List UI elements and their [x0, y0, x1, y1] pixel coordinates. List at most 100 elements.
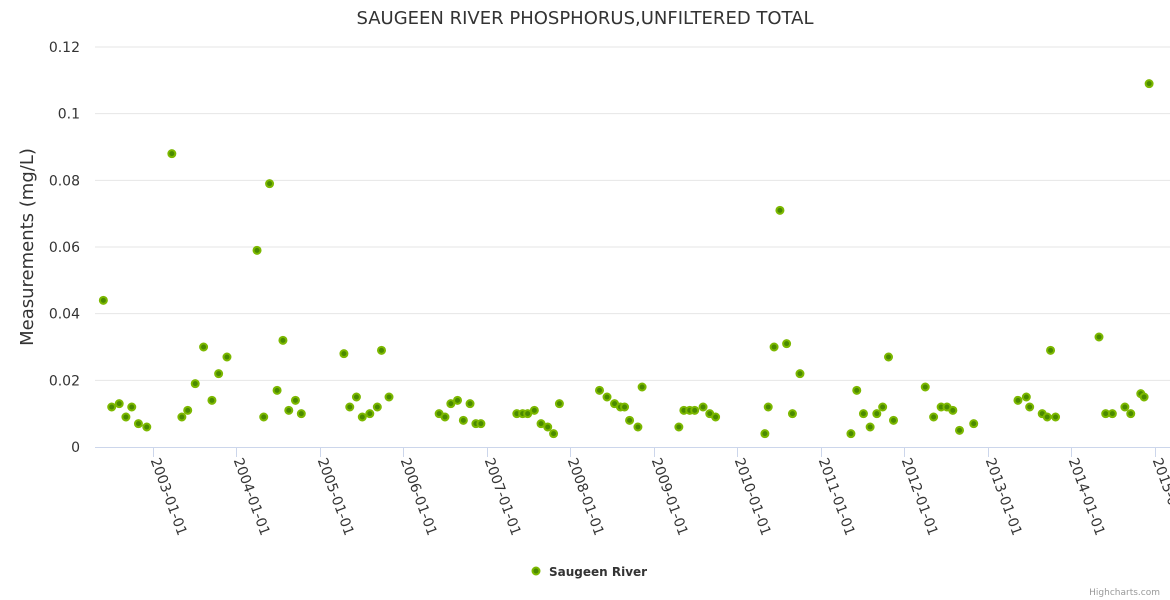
data-point[interactable] [1120, 402, 1130, 412]
credits-link[interactable]: Highcharts.com [1089, 588, 1160, 598]
data-point[interactable] [372, 402, 382, 412]
data-point[interactable] [1046, 345, 1056, 355]
data-point[interactable] [199, 342, 209, 352]
x-tick-label: 2015-01-01 [1149, 456, 1170, 538]
data-point[interactable] [177, 412, 187, 422]
data-point[interactable] [543, 422, 553, 432]
data-point[interactable] [865, 422, 875, 432]
data-point[interactable] [1107, 409, 1117, 419]
data-point[interactable] [446, 399, 456, 409]
data-point[interactable] [878, 402, 888, 412]
data-point[interactable] [698, 402, 708, 412]
data-point[interactable] [858, 409, 868, 419]
x-tick-label: 2011-01-01 [815, 456, 858, 538]
data-point[interactable] [365, 409, 375, 419]
data-point[interactable] [674, 422, 684, 432]
data-point[interactable] [133, 419, 143, 429]
data-point[interactable] [183, 405, 193, 415]
data-point[interactable] [252, 245, 262, 255]
data-point[interactable] [142, 422, 152, 432]
data-point[interactable] [114, 399, 124, 409]
data-point[interactable] [969, 419, 979, 429]
data-point[interactable] [763, 402, 773, 412]
data-point[interactable] [127, 402, 137, 412]
data-point[interactable] [207, 395, 217, 405]
data-point[interactable] [284, 405, 294, 415]
data-point[interactable] [357, 412, 367, 422]
data-point[interactable] [775, 205, 785, 215]
data-point[interactable] [536, 419, 546, 429]
data-point[interactable] [376, 345, 386, 355]
data-point[interactable] [222, 352, 232, 362]
data-point[interactable] [98, 295, 108, 305]
data-point[interactable] [955, 425, 965, 435]
data-point[interactable] [278, 335, 288, 345]
data-point[interactable] [769, 342, 779, 352]
data-point[interactable] [453, 395, 463, 405]
data-point[interactable] [1144, 79, 1154, 89]
legend-label: Saugeen River [549, 565, 647, 579]
data-point[interactable] [711, 412, 721, 422]
data-point[interactable] [458, 415, 468, 425]
data-point[interactable] [760, 429, 770, 439]
data-point[interactable] [884, 352, 894, 362]
data-point[interactable] [1013, 395, 1023, 405]
data-point[interactable] [889, 415, 899, 425]
data-point[interactable] [529, 405, 539, 415]
legend-marker-icon [531, 566, 541, 576]
data-point[interactable] [440, 412, 450, 422]
data-point[interactable] [595, 385, 605, 395]
data-point[interactable] [1021, 392, 1031, 402]
data-point[interactable] [476, 419, 486, 429]
data-point[interactable] [795, 369, 805, 379]
data-point[interactable] [554, 399, 564, 409]
data-point[interactable] [265, 179, 275, 189]
x-tick-label: 2010-01-01 [731, 456, 774, 538]
data-point[interactable] [1094, 332, 1104, 342]
data-point[interactable] [920, 382, 930, 392]
x-tick-label: 2003-01-01 [147, 456, 190, 538]
data-point[interactable] [1025, 402, 1035, 412]
x-tick-label: 2008-01-01 [564, 456, 607, 538]
data-point[interactable] [633, 422, 643, 432]
data-point[interactable] [929, 412, 939, 422]
data-point[interactable] [107, 402, 117, 412]
data-point[interactable] [339, 349, 349, 359]
data-point[interactable] [1051, 412, 1061, 422]
x-tick-label: 2005-01-01 [314, 456, 357, 538]
data-point[interactable] [602, 392, 612, 402]
data-point[interactable] [852, 385, 862, 395]
data-point[interactable] [384, 392, 394, 402]
data-point[interactable] [272, 385, 282, 395]
data-point[interactable] [523, 409, 533, 419]
data-point[interactable] [214, 369, 224, 379]
data-point[interactable] [620, 402, 630, 412]
y-axis-title: Measurements (mg/L) [17, 148, 38, 346]
data-point[interactable] [290, 395, 300, 405]
data-point[interactable] [259, 412, 269, 422]
data-point[interactable] [345, 402, 355, 412]
x-axis: 2003-01-01 2004-01-01 2005-01-01 2006-01-01… [95, 447, 1170, 538]
data-point[interactable] [549, 429, 559, 439]
data-point[interactable] [782, 339, 792, 349]
data-point[interactable] [690, 405, 700, 415]
data-point[interactable] [296, 409, 306, 419]
data-point[interactable] [1042, 412, 1052, 422]
data-point[interactable] [872, 409, 882, 419]
data-point[interactable] [637, 382, 647, 392]
data-point[interactable] [948, 405, 958, 415]
data-point[interactable] [121, 412, 131, 422]
series-saugeen-river [98, 79, 1154, 439]
data-point[interactable] [846, 429, 856, 439]
data-point[interactable] [465, 399, 475, 409]
data-point[interactable] [190, 379, 200, 389]
data-point[interactable] [1139, 392, 1149, 402]
data-point[interactable] [787, 409, 797, 419]
y-tick-label: 0.02 [49, 373, 80, 389]
x-tick-label: 2009-01-01 [648, 456, 691, 538]
legend-item-saugeen-river[interactable]: Saugeen River [531, 565, 648, 579]
data-point[interactable] [1126, 409, 1136, 419]
data-point[interactable] [625, 415, 635, 425]
data-point[interactable] [351, 392, 361, 402]
data-point[interactable] [167, 149, 177, 159]
